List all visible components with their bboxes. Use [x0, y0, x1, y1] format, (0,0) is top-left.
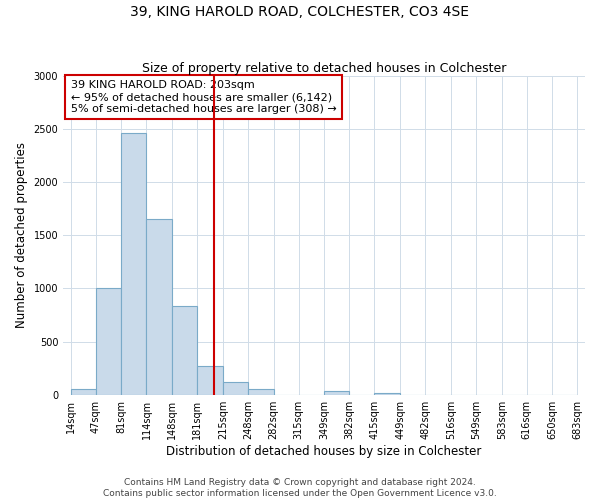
X-axis label: Distribution of detached houses by size in Colchester: Distribution of detached houses by size … — [166, 444, 482, 458]
Bar — [325, 391, 349, 394]
Bar — [374, 393, 400, 394]
Bar — [121, 133, 146, 394]
Bar — [96, 288, 121, 395]
Title: Size of property relative to detached houses in Colchester: Size of property relative to detached ho… — [142, 62, 506, 74]
Bar — [248, 389, 274, 394]
Text: 39 KING HAROLD ROAD: 203sqm
← 95% of detached houses are smaller (6,142)
5% of s: 39 KING HAROLD ROAD: 203sqm ← 95% of det… — [71, 80, 337, 114]
Bar — [223, 382, 248, 394]
Text: 39, KING HAROLD ROAD, COLCHESTER, CO3 4SE: 39, KING HAROLD ROAD, COLCHESTER, CO3 4S… — [131, 5, 470, 19]
Bar — [172, 306, 197, 394]
Bar — [146, 219, 172, 394]
Bar — [197, 366, 223, 394]
Text: Contains HM Land Registry data © Crown copyright and database right 2024.
Contai: Contains HM Land Registry data © Crown c… — [103, 478, 497, 498]
Bar — [71, 389, 96, 394]
Y-axis label: Number of detached properties: Number of detached properties — [15, 142, 28, 328]
